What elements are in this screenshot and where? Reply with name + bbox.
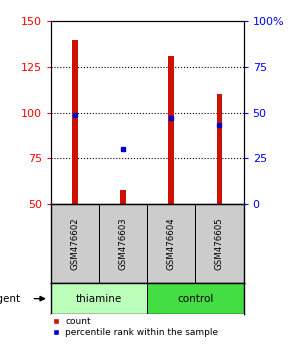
Text: GSM476605: GSM476605 bbox=[215, 217, 224, 270]
Legend: count, percentile rank within the sample: count, percentile rank within the sample bbox=[53, 316, 218, 337]
Text: GSM476602: GSM476602 bbox=[70, 217, 79, 270]
Bar bbox=[147, 284, 244, 314]
Bar bbox=[120, 189, 126, 204]
Bar bbox=[147, 204, 195, 284]
Text: GSM476604: GSM476604 bbox=[167, 217, 176, 270]
Bar bbox=[217, 95, 222, 204]
Bar bbox=[51, 204, 99, 284]
Text: thiamine: thiamine bbox=[76, 293, 122, 304]
Text: control: control bbox=[177, 293, 213, 304]
Bar bbox=[99, 204, 147, 284]
Bar bbox=[168, 56, 174, 204]
Bar bbox=[51, 284, 147, 314]
Bar bbox=[72, 40, 78, 204]
Text: agent: agent bbox=[0, 293, 21, 304]
Text: GSM476603: GSM476603 bbox=[119, 217, 128, 270]
Bar bbox=[195, 204, 244, 284]
